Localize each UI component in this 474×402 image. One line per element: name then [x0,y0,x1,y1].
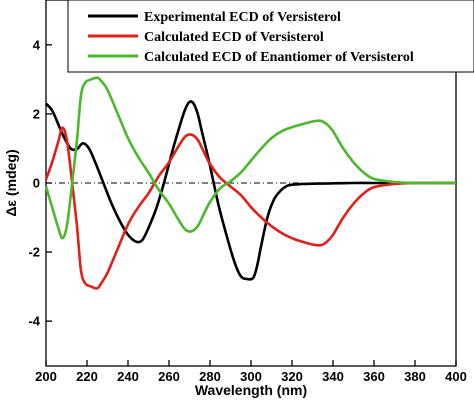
experimental-ecd-line [45,100,456,281]
legend-label-experimental: Experimental ECD of Versisterol [144,10,341,25]
x-axis-label: Wavelength (nm) [195,382,307,398]
legend-label-calculated: Calculated ECD of Versisterol [144,30,324,45]
x-tick-label: 260 [158,369,180,384]
y-tick-label: 4 [33,37,41,52]
x-tick-label: 320 [281,369,303,384]
x-tick-label: 220 [76,369,98,384]
series-layer [44,76,456,290]
y-tick-label: -4 [28,314,40,329]
x-tick-label: 400 [445,369,467,384]
y-axis-label: Δε (mdeg) [3,149,19,216]
x-tick-label: 280 [199,369,221,384]
calculated-ecd-line [44,126,456,290]
y-tick-label: 0 [33,176,40,191]
x-tick-label: 340 [322,369,344,384]
x-tick-label: 200 [35,369,57,384]
ticks-layer: 200 220 240 260 280 300 320 340 360 380 400 -4 -2 0 2 4 [28,37,466,384]
x-tick-label: 300 [240,369,262,384]
y-tick-label: 2 [33,106,40,121]
legend: Experimental ECD of Versisterol Calculat… [67,0,474,73]
y-tick-label: -2 [28,245,40,260]
x-tick-label: 360 [363,369,385,384]
x-tick-label: 240 [117,369,139,384]
x-tick-label: 380 [404,369,426,384]
enantiomer-ecd-line [44,76,456,240]
legend-label-enantiomer: Calculated ECD of Enantiomer of Versiste… [144,50,414,65]
